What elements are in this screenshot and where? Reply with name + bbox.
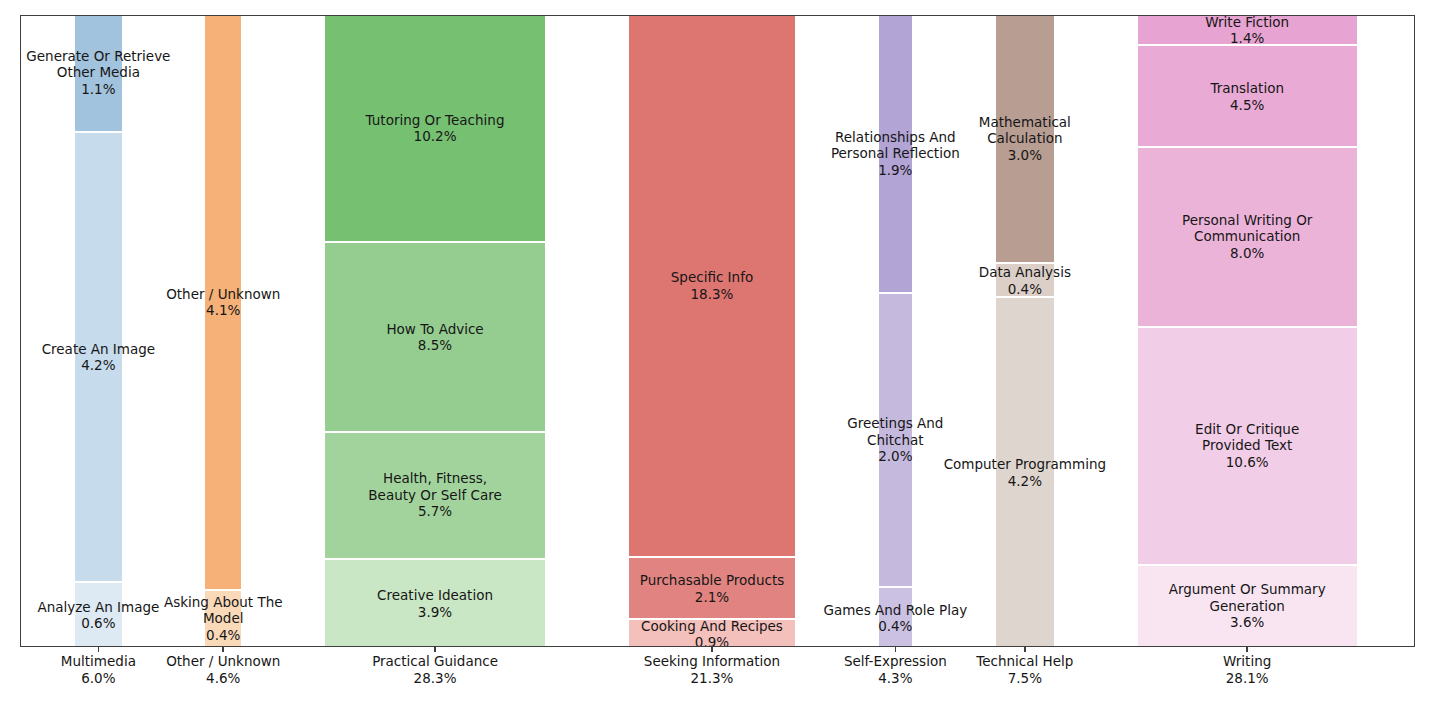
category-name: Practical Guidance [372,653,498,670]
category-name: Other / Unknown [166,653,280,670]
category-axis-label: Other / Unknown4.6% [166,653,280,687]
category-total: 4.6% [166,670,280,687]
category-name: Self-Expression [844,653,947,670]
category-name: Multimedia [61,653,136,670]
usage-category-mosaic-chart: Generate Or RetrieveOther Media1.1%Creat… [0,0,1440,714]
category-axis-label: Self-Expression4.3% [844,653,947,687]
category-total: 7.5% [976,670,1073,687]
category-total: 21.3% [644,670,780,687]
category-total: 6.0% [61,670,136,687]
category-name: Seeking Information [644,653,780,670]
category-axis-label: Writing28.1% [1223,653,1271,687]
category-axis-label: Technical Help7.5% [976,653,1073,687]
category-total: 28.3% [372,670,498,687]
category-axis-label: Seeking Information21.3% [644,653,780,687]
x-axis-labels: Multimedia6.0% Other / Unknown4.6% Practic… [0,0,1440,714]
category-total: 4.3% [844,670,947,687]
category-axis-label: Practical Guidance28.3% [372,653,498,687]
category-axis-label: Multimedia6.0% [61,653,136,687]
category-name: Technical Help [976,653,1073,670]
category-total: 28.1% [1223,670,1271,687]
category-name: Writing [1223,653,1271,670]
